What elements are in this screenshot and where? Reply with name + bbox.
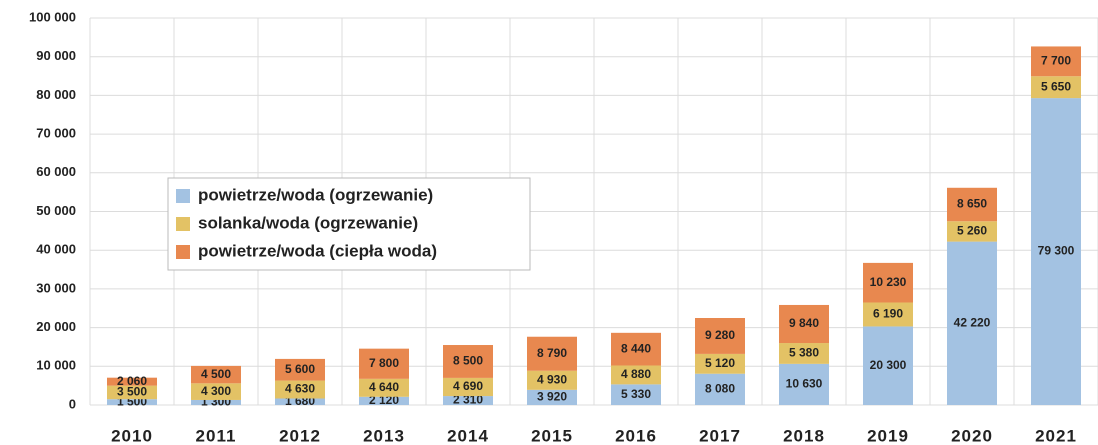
data-label: 6 190 (873, 307, 903, 321)
bar-segment (191, 399, 241, 405)
data-label: 7 700 (1041, 54, 1071, 68)
data-label: 42 220 (954, 315, 991, 329)
legend-label: powietrze/woda (ogrzewanie) (198, 185, 433, 204)
bar-segment (863, 326, 913, 405)
x-tick-label: 2010 (111, 426, 153, 445)
bar-segment (443, 377, 493, 397)
data-label: 8 080 (705, 382, 735, 396)
data-label: 3 920 (537, 390, 567, 404)
bar-segment (191, 365, 241, 384)
bar-segment (107, 399, 157, 405)
bar-segment (107, 377, 157, 386)
bar-segment (107, 385, 157, 400)
data-label: 4 880 (621, 367, 651, 381)
bar-segment (443, 396, 493, 405)
bar-segment (779, 304, 829, 344)
data-label: 5 120 (705, 356, 735, 370)
data-label: 3 500 (117, 385, 147, 399)
y-tick-label: 20 000 (36, 319, 76, 334)
bar-segment (779, 363, 829, 405)
bar-segment (695, 318, 745, 354)
y-tick-label: 80 000 (36, 87, 76, 102)
y-tick-label: 50 000 (36, 203, 76, 218)
bar-segment (611, 384, 661, 405)
legend-box (167, 177, 531, 271)
y-tick-label: 40 000 (36, 242, 76, 257)
legend-label: solanka/woda (ogrzewanie) (198, 213, 418, 232)
y-tick-label: 0 (69, 396, 76, 411)
data-label: 9 280 (705, 328, 735, 342)
bar-segment (1031, 46, 1081, 77)
bar-segment (275, 358, 325, 381)
x-tick-label: 2011 (196, 426, 237, 445)
x-tick-label: 2017 (699, 426, 741, 445)
data-label: 5 260 (957, 224, 987, 238)
data-label: 4 690 (453, 379, 483, 393)
data-label: 7 800 (369, 356, 399, 370)
x-tick-label: 2016 (615, 426, 657, 445)
bar-segment (695, 373, 745, 405)
bar-segment (527, 389, 577, 405)
bar-segment (947, 221, 997, 242)
data-label: 2 310 (453, 393, 483, 407)
data-label: 8 650 (957, 197, 987, 211)
data-label: 5 330 (621, 387, 651, 401)
x-tick-label: 2015 (531, 426, 573, 445)
data-label: 5 600 (285, 362, 315, 376)
data-label: 5 380 (789, 346, 819, 360)
bar-segment (863, 262, 913, 303)
bar-segment (527, 370, 577, 390)
x-tick-label: 2013 (363, 426, 405, 445)
data-label: 10 230 (870, 275, 907, 289)
bar-segment (191, 383, 241, 400)
legend-swatch (176, 217, 190, 231)
data-label: 20 300 (870, 358, 907, 372)
x-tick-label: 2014 (447, 426, 489, 445)
data-label: 10 630 (786, 377, 823, 391)
bar-segment (611, 332, 661, 366)
data-label: 4 630 (285, 382, 315, 396)
data-label: 2 060 (117, 374, 147, 388)
data-label: 5 650 (1041, 79, 1071, 93)
bar-segment (359, 378, 409, 397)
bar-segment (275, 398, 325, 405)
bar-segment (1031, 98, 1081, 405)
bar-segment (275, 380, 325, 399)
y-tick-label: 100 000 (29, 9, 76, 24)
bar-segment (695, 353, 745, 374)
bar-segment (611, 365, 661, 385)
data-label: 4 500 (201, 367, 231, 381)
y-tick-label: 10 000 (36, 358, 76, 373)
legend-swatch (176, 245, 190, 259)
data-label: 4 640 (369, 380, 399, 394)
bar-segment (947, 241, 997, 405)
bar-segment (1031, 76, 1081, 99)
data-label: 9 840 (789, 316, 819, 330)
data-label: 8 440 (621, 341, 651, 355)
bar-segment (359, 396, 409, 405)
legend-swatch (176, 189, 190, 203)
x-tick-label: 2012 (279, 426, 321, 445)
x-tick-label: 2019 (867, 426, 909, 445)
y-tick-label: 30 000 (36, 280, 76, 295)
y-tick-label: 70 000 (36, 126, 76, 141)
data-label: 4 300 (201, 384, 231, 398)
bar-segment (527, 336, 577, 371)
bar-segment (359, 348, 409, 379)
y-tick-label: 60 000 (36, 164, 76, 179)
x-tick-label: 2018 (783, 426, 825, 445)
data-label: 8 500 (453, 354, 483, 368)
x-tick-label: 2021 (1035, 426, 1077, 445)
bar-segment (863, 302, 913, 327)
data-label: 4 930 (537, 372, 567, 386)
data-label: 79 300 (1038, 244, 1075, 258)
bar-segment (947, 187, 997, 222)
data-label: 8 790 (537, 346, 567, 360)
bar-segment (779, 343, 829, 364)
x-tick-label: 2020 (951, 426, 993, 445)
legend-label: powietrze/woda (ciepła woda) (198, 241, 437, 260)
bar-segment (443, 345, 493, 378)
y-tick-label: 90 000 (36, 48, 76, 63)
